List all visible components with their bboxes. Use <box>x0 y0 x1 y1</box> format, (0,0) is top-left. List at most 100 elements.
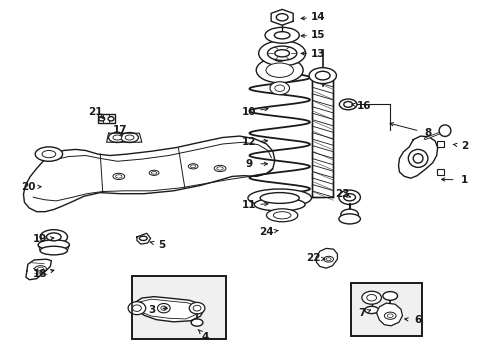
Bar <box>350 283 421 336</box>
Text: 12: 12 <box>242 137 256 147</box>
Text: 2: 2 <box>460 141 467 151</box>
Bar <box>311 80 333 197</box>
Ellipse shape <box>260 193 299 203</box>
Text: 7: 7 <box>357 308 365 318</box>
Ellipse shape <box>38 267 43 271</box>
Ellipse shape <box>382 292 397 300</box>
Ellipse shape <box>386 314 392 318</box>
Ellipse shape <box>323 256 333 262</box>
Ellipse shape <box>254 198 305 211</box>
Polygon shape <box>106 133 142 142</box>
Ellipse shape <box>139 236 147 240</box>
Polygon shape <box>26 259 51 280</box>
Ellipse shape <box>361 291 381 304</box>
Ellipse shape <box>189 302 204 314</box>
Text: 15: 15 <box>310 30 325 40</box>
Ellipse shape <box>108 132 126 143</box>
Ellipse shape <box>247 189 311 207</box>
Text: 13: 13 <box>310 49 325 59</box>
Ellipse shape <box>125 135 134 140</box>
Ellipse shape <box>40 230 67 244</box>
Ellipse shape <box>265 63 293 77</box>
Ellipse shape <box>273 54 285 61</box>
Ellipse shape <box>308 68 336 84</box>
Polygon shape <box>270 9 293 25</box>
Bar <box>436 141 443 147</box>
Ellipse shape <box>38 240 69 250</box>
Ellipse shape <box>325 258 330 261</box>
Text: 17: 17 <box>112 125 127 135</box>
Text: 9: 9 <box>245 159 252 169</box>
Ellipse shape <box>274 85 284 91</box>
Bar <box>350 283 421 336</box>
Ellipse shape <box>412 154 422 163</box>
Text: 22: 22 <box>305 253 320 264</box>
Text: 11: 11 <box>242 200 256 210</box>
Ellipse shape <box>267 46 296 60</box>
Ellipse shape <box>269 82 289 95</box>
Text: 18: 18 <box>33 269 47 279</box>
Ellipse shape <box>340 209 358 220</box>
Text: 8: 8 <box>424 128 430 138</box>
Text: 6: 6 <box>414 315 421 325</box>
Ellipse shape <box>132 305 141 311</box>
Ellipse shape <box>151 171 157 174</box>
Ellipse shape <box>157 303 170 313</box>
Ellipse shape <box>364 306 378 314</box>
Ellipse shape <box>216 167 223 170</box>
Ellipse shape <box>264 47 294 55</box>
Ellipse shape <box>113 135 122 140</box>
Ellipse shape <box>99 117 104 121</box>
Text: 14: 14 <box>310 12 325 22</box>
Ellipse shape <box>214 165 225 172</box>
Ellipse shape <box>161 306 166 310</box>
Polygon shape <box>376 303 402 326</box>
Polygon shape <box>398 136 437 178</box>
Ellipse shape <box>115 175 122 178</box>
Ellipse shape <box>315 71 329 80</box>
Ellipse shape <box>121 132 138 143</box>
Ellipse shape <box>366 294 376 301</box>
Text: 10: 10 <box>242 107 256 117</box>
Ellipse shape <box>258 41 305 66</box>
Text: 4: 4 <box>201 332 209 342</box>
Ellipse shape <box>339 99 356 110</box>
Polygon shape <box>133 297 203 322</box>
Ellipse shape <box>274 50 289 57</box>
Ellipse shape <box>46 233 61 241</box>
Text: 24: 24 <box>259 227 273 237</box>
Text: 19: 19 <box>33 234 47 244</box>
Bar <box>132 276 225 339</box>
Ellipse shape <box>149 170 159 175</box>
Ellipse shape <box>267 50 291 66</box>
Text: 23: 23 <box>334 189 349 199</box>
Bar <box>132 276 225 339</box>
Ellipse shape <box>108 117 114 121</box>
Ellipse shape <box>113 173 124 180</box>
Ellipse shape <box>343 194 355 201</box>
Bar <box>98 114 115 123</box>
Ellipse shape <box>188 164 198 169</box>
Ellipse shape <box>384 312 395 319</box>
Polygon shape <box>23 136 274 212</box>
Text: 16: 16 <box>356 101 371 111</box>
Ellipse shape <box>276 14 287 21</box>
Ellipse shape <box>128 302 145 315</box>
Text: 21: 21 <box>88 107 102 117</box>
Ellipse shape <box>338 190 360 204</box>
Ellipse shape <box>193 305 201 311</box>
Ellipse shape <box>35 147 62 161</box>
Bar <box>436 169 443 175</box>
Ellipse shape <box>191 319 203 326</box>
Ellipse shape <box>438 125 450 136</box>
Ellipse shape <box>407 149 427 167</box>
Ellipse shape <box>274 32 289 39</box>
Ellipse shape <box>264 27 299 43</box>
Ellipse shape <box>256 58 303 83</box>
Ellipse shape <box>40 246 67 255</box>
Text: 5: 5 <box>158 240 164 250</box>
Text: 20: 20 <box>21 182 36 192</box>
Text: 3: 3 <box>148 305 155 315</box>
Polygon shape <box>316 248 337 268</box>
Ellipse shape <box>338 214 360 224</box>
